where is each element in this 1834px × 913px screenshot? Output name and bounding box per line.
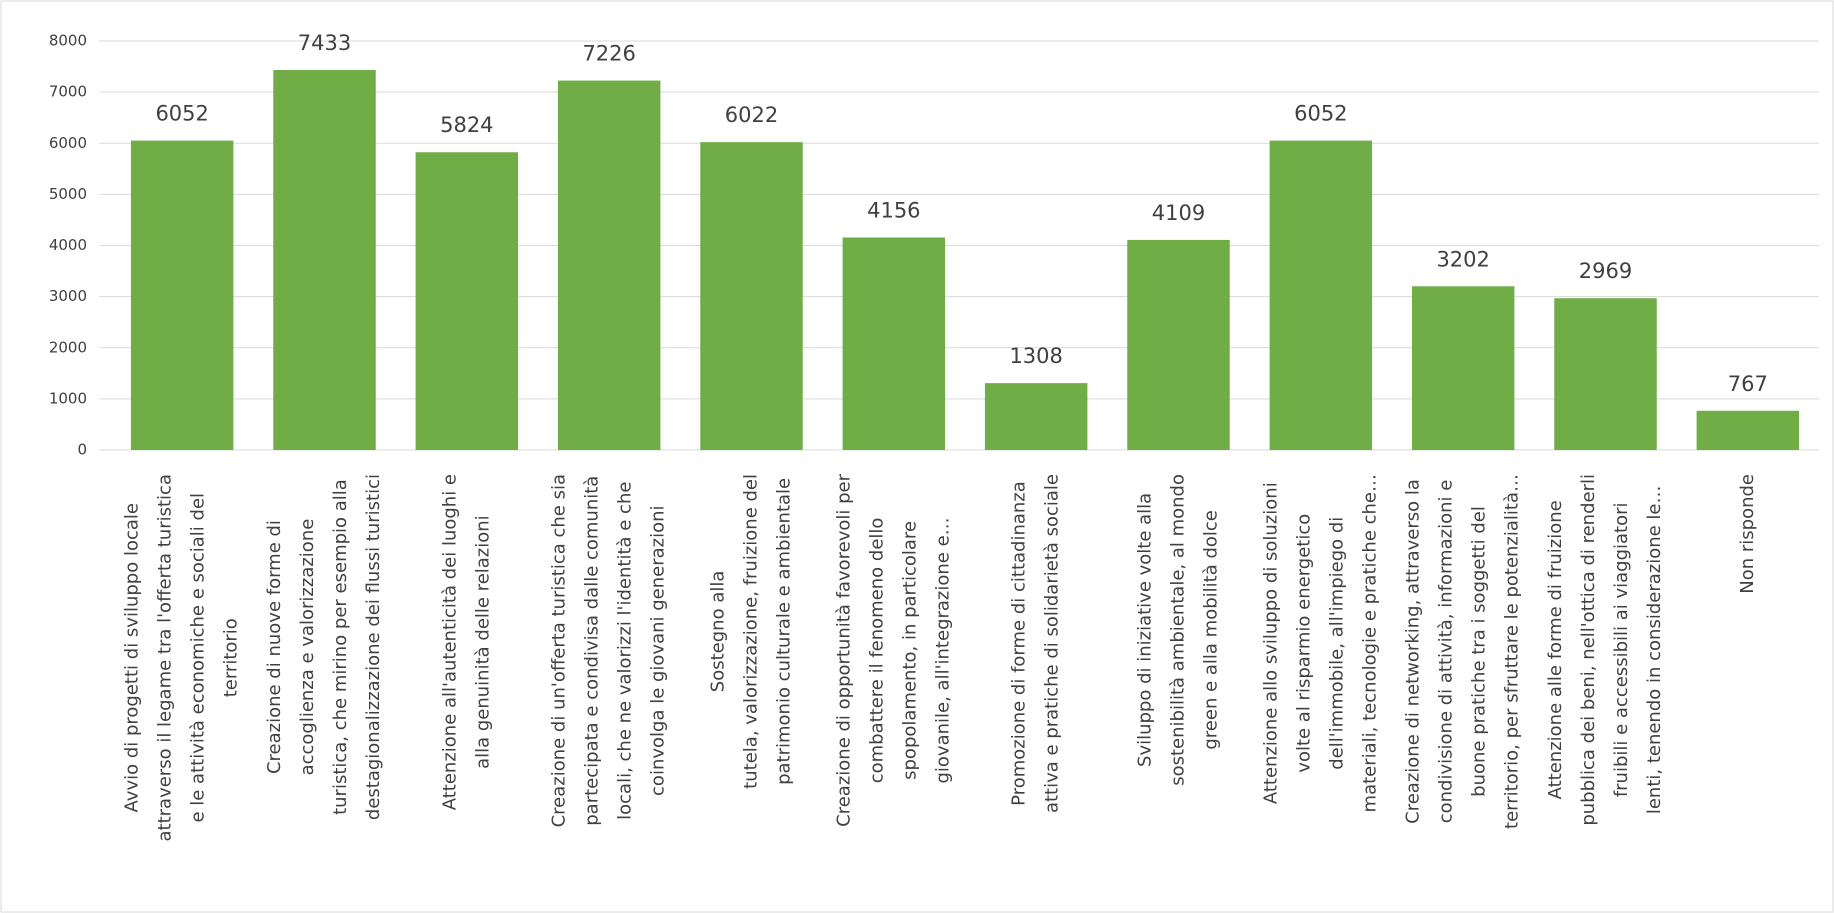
value-label: 4109 [1152,201,1205,225]
bar [1554,298,1657,450]
bar [842,237,946,450]
y-tick-label: 8000 [49,32,87,50]
value-label: 2969 [1579,259,1632,283]
bar [1127,239,1230,450]
bar [557,80,661,451]
value-label: 6052 [1294,102,1347,126]
x-tick-label-group: Creazione di networking, attraverso la co… [1403,474,1523,829]
value-label: 6052 [155,102,208,126]
x-tick-label: Creazione di nuove forme di accoglienza e… [264,474,384,820]
x-tick-label: Sviluppo di iniziative volte alla sosteni… [1135,474,1222,786]
x-tick-label: Promozione di forme di cittadinanza attiv… [1009,474,1063,813]
x-tick-label-group: Creazione di opportunità favorevoli per c… [833,473,953,826]
x-tick-label-group: Promozione di forme di cittadinanza attiv… [1009,474,1063,813]
bar [1696,410,1800,450]
x-tick-label-group: Creazione di nuove forme di accoglienza e… [264,474,384,820]
bar [415,152,519,451]
y-tick-label: 3000 [49,287,87,305]
y-tick-label: 5000 [49,185,87,203]
y-tick-label: 6000 [49,134,87,152]
x-tick-label: Creazione di un'offerta turistica che si… [549,474,669,827]
value-label: 7433 [298,31,351,55]
x-tick-label-group: Sviluppo di iniziative volte alla sosteni… [1135,474,1222,786]
y-tick-label: 7000 [49,83,87,101]
value-label: 3202 [1436,247,1489,271]
x-tick-label-group: Creazione di un'offerta turistica che si… [549,474,669,827]
bar [1411,286,1515,450]
value-label: 767 [1728,372,1768,396]
value-label: 7226 [582,42,635,66]
x-tick-label-group: Sostegno alla tutela, valorizzazione, fru… [708,474,795,789]
bar [700,142,803,450]
x-tick-label: Attenzione allo sviluppo di soluzioni vol… [1260,474,1380,812]
x-tick-label-group: Avvio di progetti di sviluppo locale attr… [122,474,242,842]
x-tick-label-group: Attenzione allo sviluppo di soluzioni vol… [1260,474,1380,812]
x-tick-label-group: Attenzione alle forme di fruizione pubbli… [1545,474,1665,826]
y-tick-label: 0 [77,441,87,459]
x-tick-label: Non risponde [1737,474,1758,594]
bar [1269,140,1373,451]
value-label: 5824 [440,113,493,137]
x-tick-label-group: Non risponde [1737,474,1758,594]
value-label: 1308 [1009,344,1062,368]
y-tick-label: 2000 [49,338,87,356]
x-tick-label: Attenzione alle forme di fruizione pubbli… [1545,474,1665,826]
x-tick-label: Creazione di networking, attraverso la co… [1403,474,1523,829]
x-tick-label: Avvio di progetti di sviluppo locale attr… [122,474,242,842]
bar [984,383,1088,450]
bar [273,69,376,450]
value-label: 4156 [867,199,920,223]
x-tick-label: Creazione di opportunità favorevoli per c… [833,473,953,826]
y-tick-label: 4000 [49,236,87,254]
value-label: 6022 [725,103,778,127]
y-tick-label: 1000 [49,389,87,407]
x-tick-label: Sostegno alla tutela, valorizzazione, fru… [708,474,795,789]
bar [130,140,234,451]
